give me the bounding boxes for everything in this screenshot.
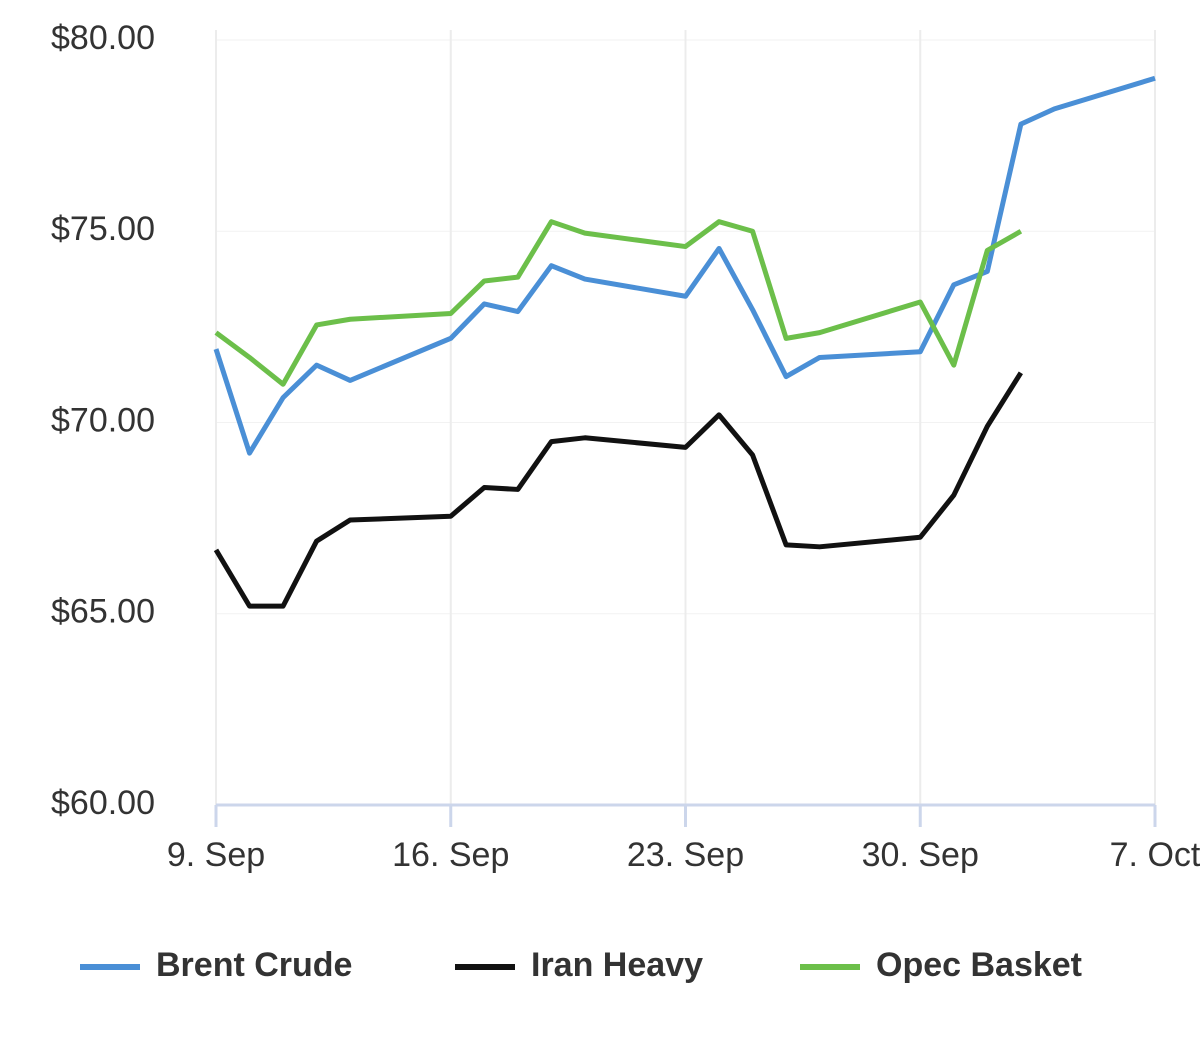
x-tick-label: 7. Oct xyxy=(1110,836,1200,874)
series-line xyxy=(214,219,1023,387)
y-tick-label: $65.00 xyxy=(51,593,155,631)
legend-label: Iran Heavy xyxy=(531,946,703,984)
y-tick-label: $75.00 xyxy=(51,210,155,248)
x-tick-label: 16. Sep xyxy=(392,836,509,874)
x-tick-label: 23. Sep xyxy=(627,836,744,874)
series-line xyxy=(213,75,1156,456)
y-tick-label: $60.00 xyxy=(51,784,155,822)
y-tick-label: $70.00 xyxy=(51,401,155,439)
x-tick-label: 9. Sep xyxy=(167,836,265,874)
legend-label: Brent Crude xyxy=(156,946,352,984)
series-line xyxy=(213,371,1023,609)
x-tick-label: 30. Sep xyxy=(862,836,979,874)
y-tick-label: $80.00 xyxy=(51,19,155,57)
legend-label: Opec Basket xyxy=(876,946,1082,984)
